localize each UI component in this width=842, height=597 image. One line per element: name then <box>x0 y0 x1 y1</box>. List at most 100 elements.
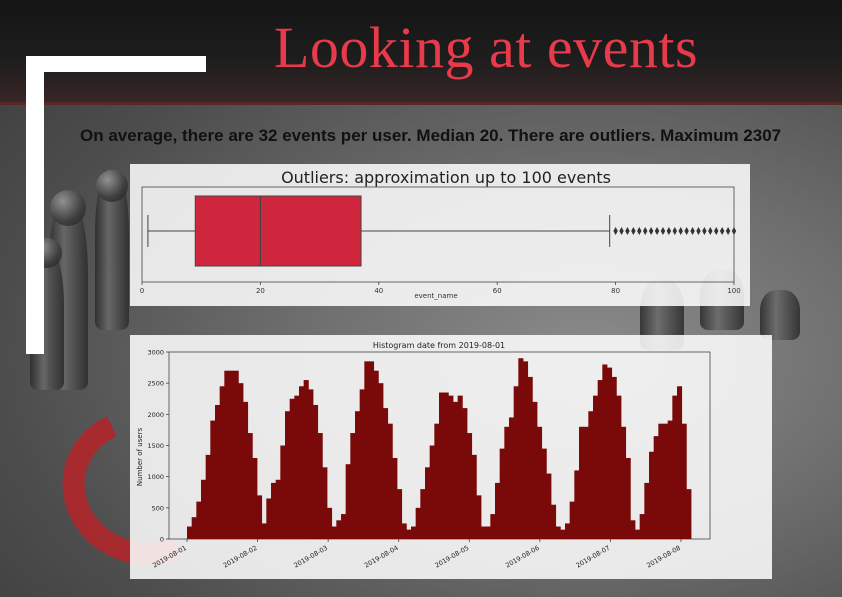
histogram-bar <box>327 507 333 539</box>
histogram-bar <box>579 426 585 539</box>
histogram-bar <box>462 408 468 539</box>
x-tick-label: 60 <box>493 287 502 295</box>
histogram-bar <box>677 386 683 539</box>
histogram-bar <box>210 420 216 539</box>
histogram-bar <box>313 404 319 539</box>
title-band-edge <box>0 102 842 105</box>
outlier-marker <box>690 227 695 235</box>
histogram-bar <box>303 380 309 539</box>
histogram-bar <box>261 523 267 539</box>
histogram-bar <box>401 523 407 539</box>
histogram-bar <box>420 489 426 539</box>
histogram-bar <box>359 389 365 539</box>
outlier-marker <box>672 227 677 235</box>
x-tick-label: 0 <box>140 287 144 295</box>
histogram-bar <box>252 457 258 539</box>
x-tick-label: 2019-08-07 <box>575 544 612 570</box>
histogram-bar <box>499 448 505 539</box>
histogram-panel: Histogram date from 2019-08-01 Number of… <box>130 335 772 579</box>
x-tick-label: 80 <box>611 287 620 295</box>
histogram-bar <box>247 433 253 539</box>
histogram-title: Histogram date from 2019-08-01 <box>373 341 505 350</box>
outlier-marker <box>613 227 618 235</box>
outlier-marker <box>660 227 666 235</box>
histogram-bar <box>532 401 538 539</box>
histogram-bar <box>373 370 379 539</box>
x-tick-label: 40 <box>374 287 383 295</box>
x-tick-label: 20 <box>256 287 265 295</box>
histogram-bar <box>597 380 603 539</box>
histogram-bar <box>285 411 291 539</box>
x-tick-label: 2019-08-04 <box>363 544 400 570</box>
title-band <box>0 0 842 105</box>
histogram-bar <box>383 408 389 539</box>
histogram-bar <box>527 376 533 539</box>
histogram-bar <box>196 501 202 539</box>
outlier-marker <box>684 227 689 235</box>
histogram-bar <box>611 376 617 539</box>
outlier-marker <box>708 227 713 235</box>
histogram-bar <box>453 401 459 539</box>
page-title: Looking at events <box>274 15 699 80</box>
histogram-bar <box>569 501 575 539</box>
histogram-bar <box>546 473 552 539</box>
histogram-bar <box>201 479 207 539</box>
outlier-marker <box>637 227 642 235</box>
outlier-marker <box>678 227 683 235</box>
histogram-bar <box>667 420 673 539</box>
histogram-bar <box>495 482 501 539</box>
histogram-y-axis-label: Number of users <box>136 428 144 487</box>
histogram-bar <box>630 520 636 539</box>
boxplot-panel: Outliers: approximation up to 100 events… <box>130 164 750 306</box>
histogram-bar <box>336 520 342 539</box>
histogram-bar <box>639 514 645 539</box>
histogram-bar <box>294 395 300 539</box>
chess-piece-shape <box>760 290 800 340</box>
histogram-bar <box>257 495 263 539</box>
y-tick-label: 2500 <box>147 380 164 388</box>
chess-piece-shape <box>50 190 86 226</box>
outlier-marker <box>696 227 701 235</box>
histogram-bar <box>523 361 529 539</box>
histogram-bar <box>369 361 375 539</box>
y-tick-label: 2000 <box>147 411 164 419</box>
histogram-bar <box>229 370 235 539</box>
histogram-bar <box>308 389 314 539</box>
x-tick-label: 2019-08-01 <box>151 544 188 570</box>
histogram-bar <box>275 479 281 539</box>
histogram-bar <box>644 482 650 539</box>
x-tick-label: 2019-08-08 <box>645 544 682 570</box>
histogram-bar <box>560 529 566 539</box>
outlier-marker <box>714 227 719 235</box>
histogram-chart: Histogram date from 2019-08-01 Number of… <box>136 341 711 570</box>
histogram-bar <box>205 454 211 539</box>
x-tick-label: 2019-08-05 <box>434 544 471 570</box>
outlier-marker <box>666 227 672 235</box>
x-tick-label: 100 <box>727 287 740 295</box>
histogram-bar <box>481 526 487 539</box>
histogram-bar <box>616 395 622 539</box>
histogram-bar <box>224 370 230 539</box>
histogram-bar <box>513 386 519 539</box>
histogram-bar <box>504 426 510 539</box>
y-tick-label: 3000 <box>147 349 164 357</box>
y-tick-label: 500 <box>152 504 164 512</box>
histogram-bar <box>243 401 249 539</box>
outlier-marker <box>654 227 660 235</box>
histogram-bar <box>635 529 641 539</box>
histogram-bar <box>607 367 613 539</box>
histogram-bar <box>350 433 356 539</box>
histogram-bar <box>411 526 417 539</box>
histogram-bar <box>541 448 547 539</box>
histogram-bar <box>406 529 412 539</box>
outlier-marker <box>625 227 630 235</box>
histogram-bar <box>191 517 197 539</box>
histogram-bar <box>233 370 239 539</box>
histogram-bar <box>280 445 286 539</box>
y-tick-label: 1500 <box>147 442 164 450</box>
outlier-marker <box>719 227 725 235</box>
histogram-bar <box>345 464 351 539</box>
histogram-bar <box>649 451 655 539</box>
outlier-marker <box>619 227 624 235</box>
outlier-marker <box>643 227 648 235</box>
